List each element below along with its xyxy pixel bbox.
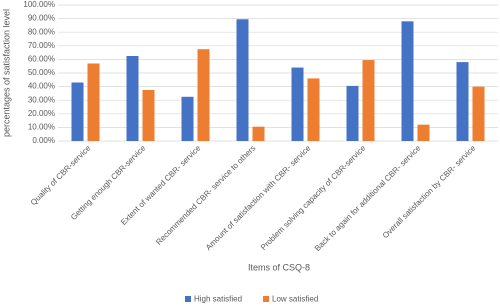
bar xyxy=(126,56,139,141)
y-tick-label: 100.00% xyxy=(23,0,55,9)
bar xyxy=(181,96,194,141)
y-tick-label: 80.00% xyxy=(28,27,55,36)
y-tick-label: 0.00% xyxy=(32,136,55,145)
x-tick-label: Amount of satisfaction with CBR- service xyxy=(204,143,313,252)
legend-swatch xyxy=(185,296,191,302)
x-tick-label: Problem solving capacity of CBR-service xyxy=(259,143,368,252)
x-axis-title: Items of CSQ-8 xyxy=(248,262,310,272)
bar xyxy=(71,82,84,141)
bar xyxy=(291,67,304,141)
y-tick-label: 40.00% xyxy=(28,82,55,91)
bar xyxy=(236,19,249,142)
y-tick-label: 30.00% xyxy=(28,95,55,104)
bar xyxy=(346,85,359,141)
bar xyxy=(307,78,320,141)
legend-label: Low satisfied xyxy=(272,295,318,304)
bar xyxy=(456,62,469,142)
bar xyxy=(417,124,430,141)
bar xyxy=(142,90,155,141)
y-tick-label: 50.00% xyxy=(28,68,55,77)
bar xyxy=(197,49,210,142)
bar xyxy=(252,126,265,141)
x-tick-label: Overall satisfaction by CBR- service xyxy=(381,143,478,240)
bar xyxy=(401,21,414,141)
bar xyxy=(362,60,375,141)
bar xyxy=(87,63,100,142)
bar xyxy=(472,86,485,141)
y-tick-label: 90.00% xyxy=(28,14,55,23)
x-tick-label: Recommended CBR- service to others xyxy=(154,144,257,247)
x-tick-label: Back to again for additional CBR- servic… xyxy=(313,143,423,253)
x-tick-label: Quality of CBR-service xyxy=(29,143,93,207)
legend-swatch xyxy=(263,296,270,302)
y-tick-label: 70.00% xyxy=(28,41,55,50)
y-tick-label: 20.00% xyxy=(28,109,55,118)
legend-label: High satisfied xyxy=(194,295,242,304)
y-axis-title: percentages of satisfaction level xyxy=(1,9,11,137)
y-tick-label: 60.00% xyxy=(28,55,55,64)
y-tick-label: 10.00% xyxy=(28,123,55,132)
